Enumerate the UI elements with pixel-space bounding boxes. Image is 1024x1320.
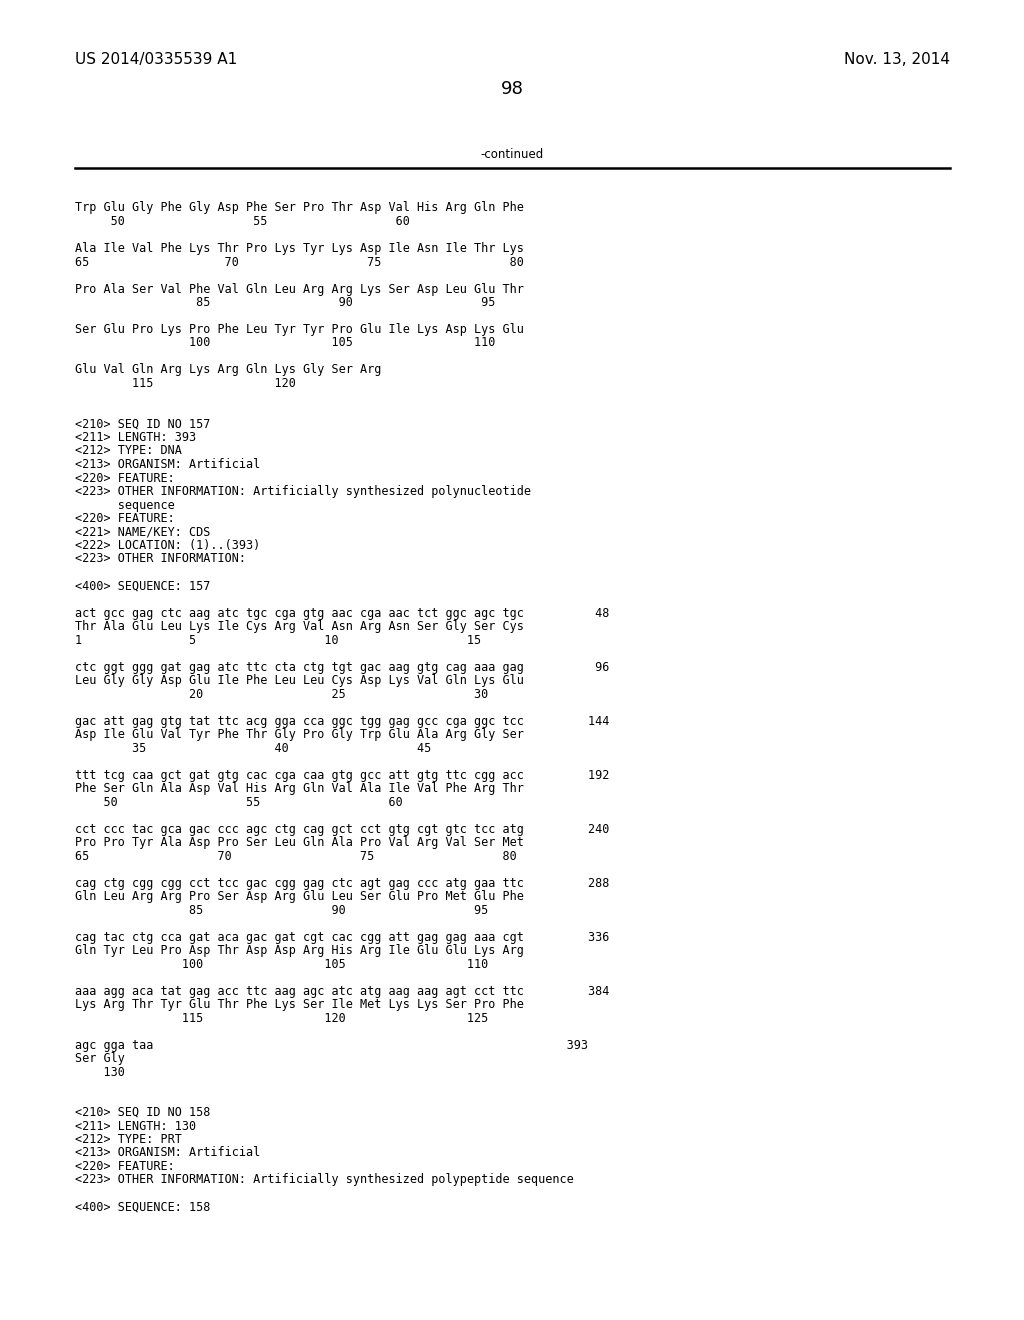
Text: 85                  90                  95: 85 90 95 [75,903,488,916]
Text: Leu Gly Gly Asp Glu Ile Phe Leu Leu Cys Asp Lys Val Gln Lys Glu: Leu Gly Gly Asp Glu Ile Phe Leu Leu Cys … [75,675,524,686]
Text: 1               5                  10                  15: 1 5 10 15 [75,634,481,647]
Text: Lys Arg Thr Tyr Glu Thr Phe Lys Ser Ile Met Lys Lys Ser Pro Phe: Lys Arg Thr Tyr Glu Thr Phe Lys Ser Ile … [75,998,524,1011]
Text: ttt tcg caa gct gat gtg cac cga caa gtg gcc att gtg ttc cgg acc         192: ttt tcg caa gct gat gtg cac cga caa gtg … [75,768,609,781]
Text: Phe Ser Gln Ala Asp Val His Arg Gln Val Ala Ile Val Phe Arg Thr: Phe Ser Gln Ala Asp Val His Arg Gln Val … [75,781,524,795]
Text: 100                 105                 110: 100 105 110 [75,957,488,970]
Text: 98: 98 [501,81,523,98]
Text: <212> TYPE: DNA: <212> TYPE: DNA [75,445,182,458]
Text: agc gga taa                                                          393: agc gga taa 393 [75,1039,588,1052]
Text: <223> OTHER INFORMATION: Artificially synthesized polypeptide sequence: <223> OTHER INFORMATION: Artificially sy… [75,1173,573,1187]
Text: 65                  70                  75                  80: 65 70 75 80 [75,850,517,862]
Text: <400> SEQUENCE: 158: <400> SEQUENCE: 158 [75,1200,210,1213]
Text: gac att gag gtg tat ttc acg gga cca ggc tgg gag gcc cga ggc tcc         144: gac att gag gtg tat ttc acg gga cca ggc … [75,714,609,727]
Text: Ser Glu Pro Lys Pro Phe Leu Tyr Tyr Pro Glu Ile Lys Asp Lys Glu: Ser Glu Pro Lys Pro Phe Leu Tyr Tyr Pro … [75,323,524,337]
Text: sequence: sequence [75,499,175,511]
Text: <213> ORGANISM: Artificial: <213> ORGANISM: Artificial [75,458,260,471]
Text: <220> FEATURE:: <220> FEATURE: [75,471,175,484]
Text: 50                  55                  60: 50 55 60 [75,215,410,228]
Text: Pro Pro Tyr Ala Asp Pro Ser Leu Gln Ala Pro Val Arg Val Ser Met: Pro Pro Tyr Ala Asp Pro Ser Leu Gln Ala … [75,836,524,849]
Text: <223> OTHER INFORMATION:: <223> OTHER INFORMATION: [75,553,246,565]
Text: 100                 105                 110: 100 105 110 [75,337,496,350]
Text: 50                  55                  60: 50 55 60 [75,796,402,808]
Text: <400> SEQUENCE: 157: <400> SEQUENCE: 157 [75,579,210,593]
Text: aaa agg aca tat gag acc ttc aag agc atc atg aag aag agt cct ttc         384: aaa agg aca tat gag acc ttc aag agc atc … [75,985,609,998]
Text: 115                 120: 115 120 [75,378,296,389]
Text: <221> NAME/KEY: CDS: <221> NAME/KEY: CDS [75,525,210,539]
Text: Asp Ile Glu Val Tyr Phe Thr Gly Pro Gly Trp Glu Ala Arg Gly Ser: Asp Ile Glu Val Tyr Phe Thr Gly Pro Gly … [75,729,524,741]
Text: 20                  25                  30: 20 25 30 [75,688,488,701]
Text: Thr Ala Glu Leu Lys Ile Cys Arg Val Asn Arg Asn Ser Gly Ser Cys: Thr Ala Glu Leu Lys Ile Cys Arg Val Asn … [75,620,524,634]
Text: Gln Leu Arg Arg Pro Ser Asp Arg Glu Leu Ser Glu Pro Met Glu Phe: Gln Leu Arg Arg Pro Ser Asp Arg Glu Leu … [75,890,524,903]
Text: <220> FEATURE:: <220> FEATURE: [75,512,175,525]
Text: 35                  40                  45: 35 40 45 [75,742,431,755]
Text: cct ccc tac gca gac ccc agc ctg cag gct cct gtg cgt gtc tcc atg         240: cct ccc tac gca gac ccc agc ctg cag gct … [75,822,609,836]
Text: Ser Gly: Ser Gly [75,1052,125,1065]
Text: <223> OTHER INFORMATION: Artificially synthesized polynucleotide: <223> OTHER INFORMATION: Artificially sy… [75,484,531,498]
Text: Glu Val Gln Arg Lys Arg Gln Lys Gly Ser Arg: Glu Val Gln Arg Lys Arg Gln Lys Gly Ser … [75,363,381,376]
Text: <212> TYPE: PRT: <212> TYPE: PRT [75,1133,182,1146]
Text: 115                 120                 125: 115 120 125 [75,1011,488,1024]
Text: 130: 130 [75,1065,125,1078]
Text: <211> LENGTH: 393: <211> LENGTH: 393 [75,432,197,444]
Text: 65                   70                  75                  80: 65 70 75 80 [75,256,524,268]
Text: US 2014/0335539 A1: US 2014/0335539 A1 [75,51,238,67]
Text: -continued: -continued [480,148,544,161]
Text: <220> FEATURE:: <220> FEATURE: [75,1160,175,1173]
Text: 85                  90                  95: 85 90 95 [75,296,496,309]
Text: Trp Glu Gly Phe Gly Asp Phe Ser Pro Thr Asp Val His Arg Gln Phe: Trp Glu Gly Phe Gly Asp Phe Ser Pro Thr … [75,202,524,214]
Text: Gln Tyr Leu Pro Asp Thr Asp Asp Arg His Arg Ile Glu Glu Lys Arg: Gln Tyr Leu Pro Asp Thr Asp Asp Arg His … [75,944,524,957]
Text: Ala Ile Val Phe Lys Thr Pro Lys Tyr Lys Asp Ile Asn Ile Thr Lys: Ala Ile Val Phe Lys Thr Pro Lys Tyr Lys … [75,242,524,255]
Text: <210> SEQ ID NO 157: <210> SEQ ID NO 157 [75,417,210,430]
Text: <213> ORGANISM: Artificial: <213> ORGANISM: Artificial [75,1147,260,1159]
Text: <210> SEQ ID NO 158: <210> SEQ ID NO 158 [75,1106,210,1119]
Text: Pro Ala Ser Val Phe Val Gln Leu Arg Arg Lys Ser Asp Leu Glu Thr: Pro Ala Ser Val Phe Val Gln Leu Arg Arg … [75,282,524,296]
Text: cag tac ctg cca gat aca gac gat cgt cac cgg att gag gag aaa cgt         336: cag tac ctg cca gat aca gac gat cgt cac … [75,931,609,944]
Text: <222> LOCATION: (1)..(393): <222> LOCATION: (1)..(393) [75,539,260,552]
Text: ctc ggt ggg gat gag atc ttc cta ctg tgt gac aag gtg cag aaa gag          96: ctc ggt ggg gat gag atc ttc cta ctg tgt … [75,660,609,673]
Text: Nov. 13, 2014: Nov. 13, 2014 [844,51,950,67]
Text: cag ctg cgg cgg cct tcc gac cgg gag ctc agt gag ccc atg gaa ttc         288: cag ctg cgg cgg cct tcc gac cgg gag ctc … [75,876,609,890]
Text: <211> LENGTH: 130: <211> LENGTH: 130 [75,1119,197,1133]
Text: act gcc gag ctc aag atc tgc cga gtg aac cga aac tct ggc agc tgc          48: act gcc gag ctc aag atc tgc cga gtg aac … [75,606,609,619]
